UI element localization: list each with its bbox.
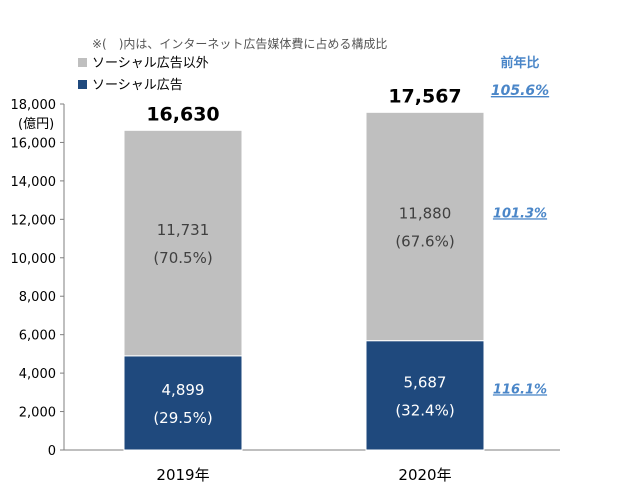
bar-value-label: 5,687 — [404, 373, 447, 391]
bar-total-label: 16,630 — [146, 103, 219, 125]
y-tick-label: 18,000 — [11, 98, 57, 113]
y-axis-unit-label: (億円) — [18, 116, 54, 132]
legend-swatch — [78, 80, 87, 89]
x-category-label: 2020年 — [398, 466, 451, 484]
bar-value-label: 11,731 — [157, 221, 210, 239]
bar-share-label: (70.5%) — [153, 249, 212, 267]
yoy-series-label: 116.1% — [493, 382, 547, 397]
bar-segment — [123, 129, 243, 357]
bar-total-label: 17,567 — [388, 85, 461, 107]
y-tick-label: 16,000 — [11, 136, 57, 151]
y-tick-label: 4,000 — [19, 367, 56, 382]
y-tick-label: 6,000 — [19, 329, 56, 344]
y-tick-label: 2,000 — [19, 406, 56, 421]
bar-share-label: (32.4%) — [395, 401, 454, 419]
legend-swatch — [78, 58, 87, 67]
y-tick-label: 8,000 — [19, 290, 56, 305]
yoy-header: 前年比 — [500, 55, 539, 71]
bar-share-label: (67.6%) — [395, 233, 454, 251]
y-tick-label: 0 — [48, 444, 56, 459]
y-tick-label: 14,000 — [11, 175, 57, 190]
bar-segment — [123, 355, 243, 451]
x-category-label: 2019年 — [156, 466, 209, 484]
yoy-total-label: 105.6% — [491, 83, 549, 99]
y-tick-label: 12,000 — [11, 213, 57, 228]
yoy-series-label: 101.3% — [493, 206, 547, 221]
bar-value-label: 4,899 — [162, 381, 205, 399]
bar-share-label: (29.5%) — [153, 409, 212, 427]
bar-segment — [365, 340, 485, 451]
legend-label: ソーシャル広告 — [92, 78, 183, 93]
legend-label: ソーシャル広告以外 — [92, 56, 209, 71]
y-tick-label: 10,000 — [11, 252, 57, 267]
bar-segment — [365, 111, 485, 342]
chart-note: ※( )内は、インターネット広告媒体費に占める構成比 — [92, 36, 387, 51]
bar-value-label: 11,880 — [399, 205, 452, 223]
